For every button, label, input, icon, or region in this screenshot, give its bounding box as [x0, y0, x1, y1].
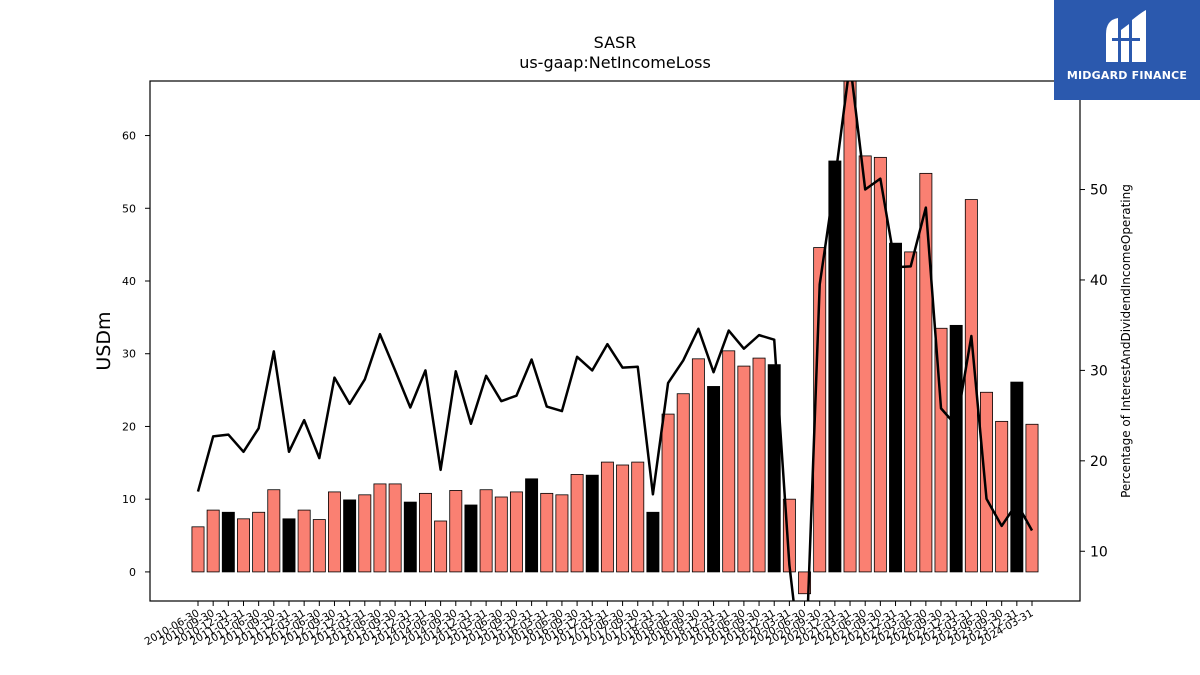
bar — [282, 518, 296, 573]
y2-tick-label: 40 — [1090, 273, 1108, 289]
y-tick-label: 0 — [129, 566, 136, 579]
bar — [904, 251, 918, 573]
bar — [858, 155, 872, 573]
bar — [343, 499, 357, 573]
bar — [661, 413, 675, 573]
bar — [676, 393, 690, 573]
bar — [267, 489, 281, 573]
midgard-logo-icon — [1106, 10, 1146, 62]
bar — [525, 478, 539, 573]
percentage-line — [196, 81, 1034, 601]
bar — [403, 501, 417, 573]
bar — [358, 494, 372, 573]
bar — [237, 518, 250, 573]
logo-text: MIDGARD FINANCE — [1066, 69, 1188, 82]
bar — [949, 324, 963, 573]
y2-tick-label: 20 — [1090, 454, 1108, 470]
bar — [1025, 423, 1039, 573]
bar — [646, 511, 660, 573]
bar — [388, 483, 402, 573]
bar — [479, 489, 493, 573]
bar — [919, 172, 933, 573]
bar — [964, 199, 978, 573]
y-tick-label: 10 — [122, 493, 136, 506]
y-tick-label: 30 — [122, 348, 136, 361]
x-axis: 2010-06-302010-09-302010-12-312011-03-31… — [143, 601, 1036, 648]
bar — [328, 491, 341, 573]
bar — [570, 474, 584, 573]
bar — [555, 494, 569, 573]
bar — [752, 357, 766, 573]
bar — [221, 511, 235, 573]
bar — [206, 509, 220, 573]
bar — [1010, 381, 1024, 573]
bar — [843, 81, 857, 573]
brand-logo: MIDGARD FINANCE — [1054, 0, 1200, 100]
y-tick-label: 60 — [122, 130, 136, 143]
bar — [312, 519, 326, 573]
bar — [934, 327, 948, 573]
plot-frame — [149, 80, 1081, 602]
bar — [494, 496, 508, 573]
bar — [707, 386, 721, 573]
bar — [631, 461, 645, 573]
bar — [252, 511, 266, 573]
bar — [722, 350, 736, 573]
bar — [540, 492, 554, 573]
bar — [980, 391, 993, 573]
chart-title: SASR — [594, 33, 637, 52]
bar — [767, 364, 781, 573]
y2-axis-label: Percentage of InterestAndDividendIncomeO… — [1119, 184, 1133, 498]
bar — [464, 504, 478, 573]
bar — [191, 526, 205, 573]
bar — [418, 492, 432, 573]
bar — [449, 490, 463, 573]
bar — [737, 365, 751, 573]
y-axis: 0 10 20 30 40 50 60 — [122, 130, 150, 579]
bars-layer — [191, 81, 1039, 595]
bar — [297, 509, 311, 573]
bar — [828, 160, 842, 573]
y2-tick-label: 50 — [1090, 183, 1108, 199]
bar — [889, 242, 902, 573]
y-tick-label: 40 — [122, 275, 136, 288]
bar — [813, 247, 827, 573]
bar — [585, 474, 599, 573]
bar — [600, 461, 614, 573]
bar — [995, 420, 1009, 573]
y-tick-label: 20 — [122, 420, 136, 433]
y2-tick-label: 10 — [1090, 544, 1108, 560]
y2-axis: 10 20 30 40 50 — [1080, 183, 1108, 560]
bar — [434, 520, 448, 573]
y-tick-label: 50 — [122, 202, 136, 215]
bar — [509, 491, 523, 573]
bar — [691, 358, 705, 573]
bar — [616, 464, 630, 573]
bar — [373, 483, 387, 573]
y2-tick-label: 30 — [1090, 363, 1108, 379]
bar — [873, 156, 887, 573]
y-axis-label: USDm — [93, 311, 115, 370]
chart-subtitle: us-gaap:NetIncomeLoss — [519, 53, 711, 72]
